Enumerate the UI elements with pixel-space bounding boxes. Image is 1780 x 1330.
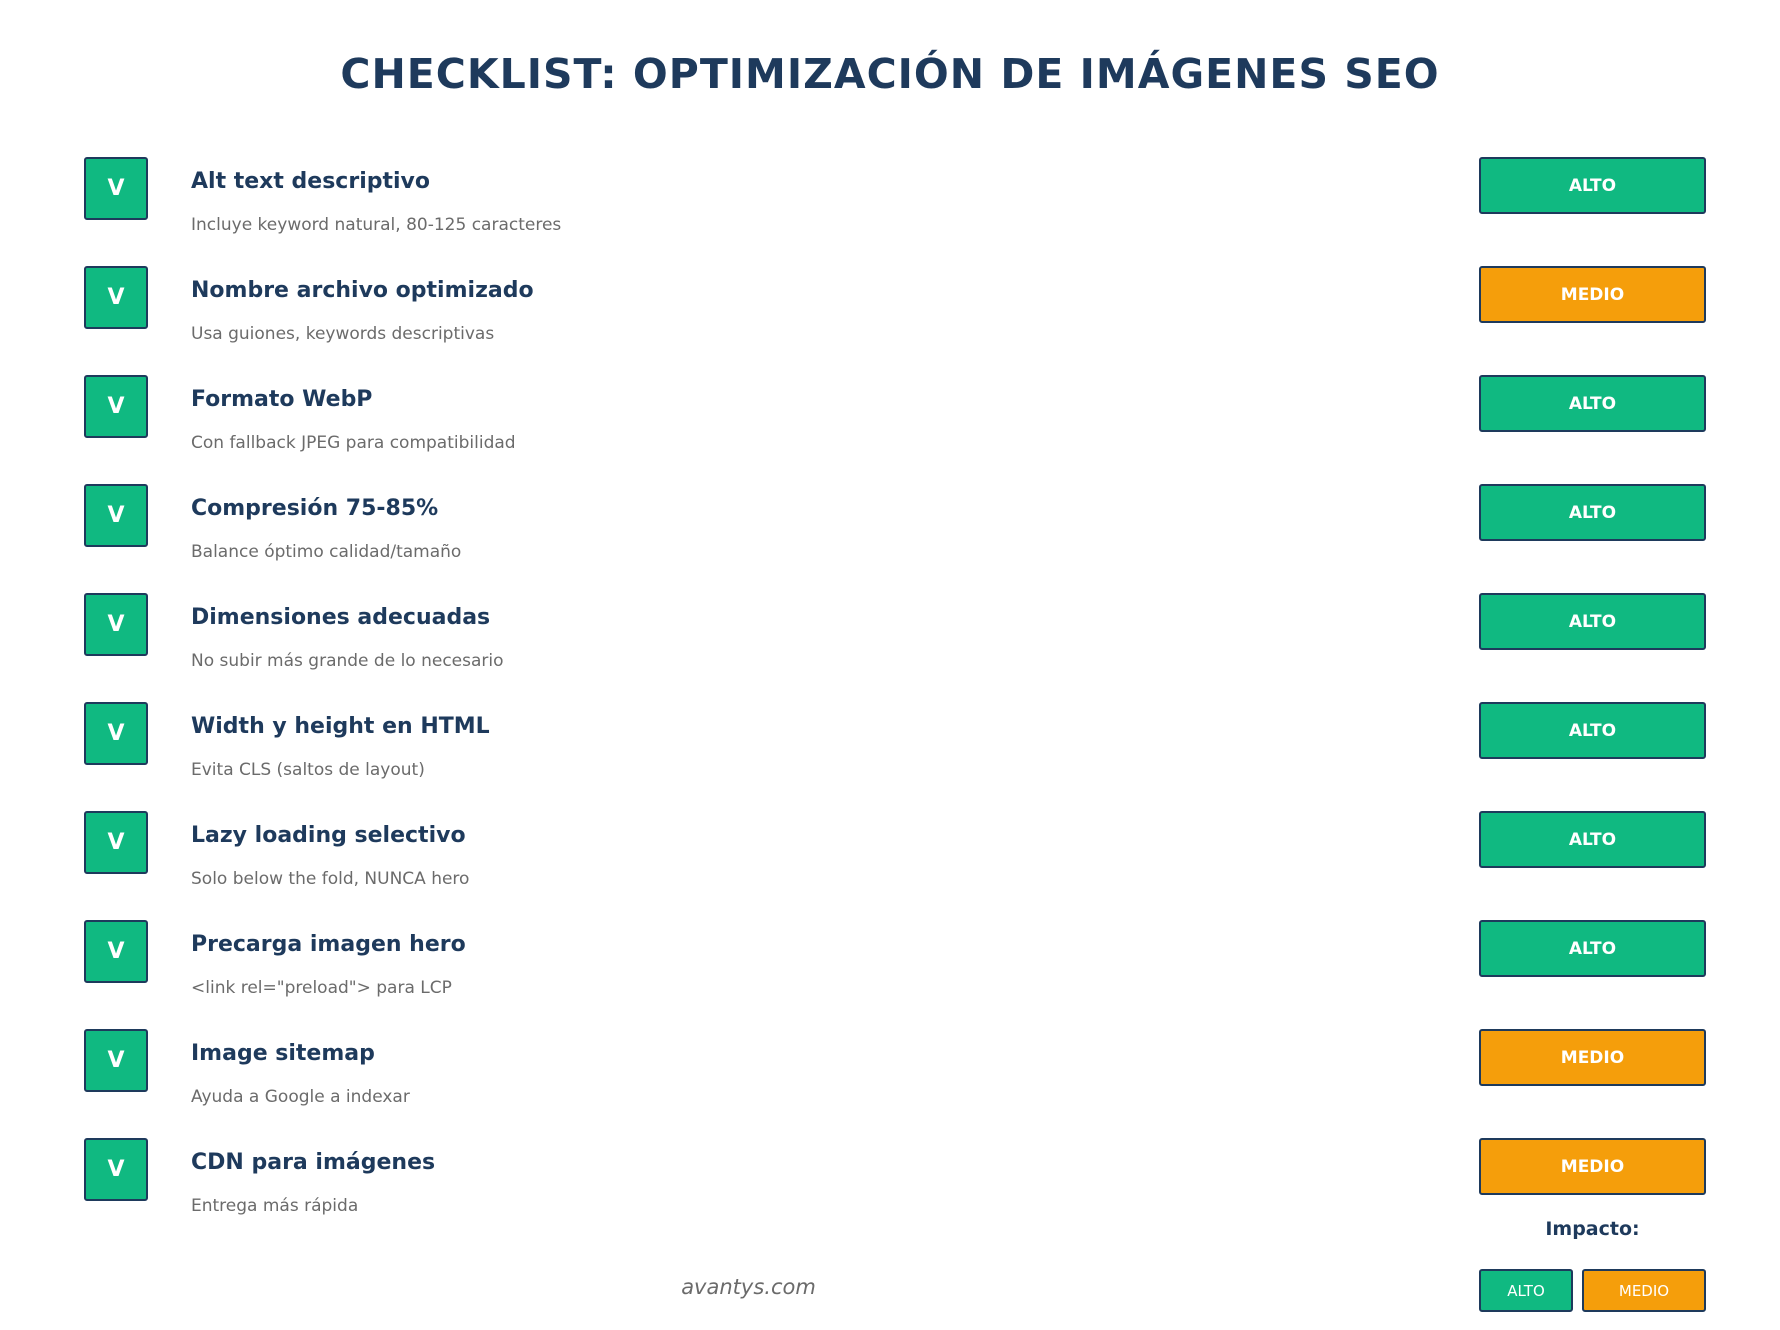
item-title: Compresión 75-85% <box>191 496 439 521</box>
checklist-row: V Nombre archivo optimizado Usa guiones, k… <box>0 266 1780 366</box>
impact-badge: ALTO <box>1479 375 1706 432</box>
checkbox-checked[interactable]: V <box>84 920 148 983</box>
item-description: <link rel="preload"> para LCP <box>191 978 452 998</box>
checklist-row: V Precarga imagen hero <link rel="preload"… <box>0 920 1780 1020</box>
page-title: CHECKLIST: OPTIMIZACIÓN DE IMÁGENES SEO <box>340 50 1440 98</box>
checkbox-checked[interactable]: V <box>84 702 148 765</box>
checklist-row: V Width y height en HTML Evita CLS (saltos… <box>0 702 1780 802</box>
item-description: Solo below the fold, NUNCA hero <box>191 869 470 889</box>
checkbox-checked[interactable]: V <box>84 157 148 220</box>
item-description: Entrega más rápida <box>191 1196 359 1216</box>
checkbox-checked[interactable]: V <box>84 1029 148 1092</box>
legend-alto-badge: ALTO <box>1479 1269 1573 1312</box>
impact-badge: ALTO <box>1479 811 1706 868</box>
impact-badge: ALTO <box>1479 484 1706 541</box>
impact-badge: ALTO <box>1479 593 1706 650</box>
item-title: Precarga imagen hero <box>191 932 466 957</box>
impact-badge: ALTO <box>1479 920 1706 977</box>
item-description: Balance óptimo calidad/tamaño <box>191 542 462 562</box>
checkbox-checked[interactable]: V <box>84 484 148 547</box>
legend-medio-badge: MEDIO <box>1582 1269 1706 1312</box>
item-description: Incluye keyword natural, 80-125 caracter… <box>191 215 562 235</box>
checklist-row: V Formato WebP Con fallback JPEG para comp… <box>0 375 1780 475</box>
item-title: Formato WebP <box>191 387 373 412</box>
impact-badge: ALTO <box>1479 702 1706 759</box>
item-title: Alt text descriptivo <box>191 169 431 194</box>
checklist-row: V CDN para imágenes Entrega más rápida MEDI… <box>0 1138 1780 1238</box>
item-title: Nombre archivo optimizado <box>191 278 534 303</box>
item-title: Image sitemap <box>191 1041 375 1066</box>
checklist-row: V Image sitemap Ayuda a Google a indexar ME… <box>0 1029 1780 1129</box>
checkbox-checked[interactable]: V <box>84 593 148 656</box>
item-title: Dimensiones adecuadas <box>191 605 491 630</box>
item-description: Ayuda a Google a indexar <box>191 1087 410 1107</box>
impact-badge: MEDIO <box>1479 266 1706 323</box>
impact-badge: MEDIO <box>1479 1029 1706 1086</box>
item-description: Evita CLS (saltos de layout) <box>191 760 425 780</box>
checkbox-checked[interactable]: V <box>84 266 148 329</box>
checklist-row: V Lazy loading selectivo Solo below the fo… <box>0 811 1780 911</box>
checkbox-checked[interactable]: V <box>84 811 148 874</box>
item-description: Usa guiones, keywords descriptivas <box>191 324 495 344</box>
item-description: No subir más grande de lo necesario <box>191 651 504 671</box>
legend-title: Impacto: <box>1545 1218 1640 1240</box>
item-title: Lazy loading selectivo <box>191 823 466 848</box>
checkbox-checked[interactable]: V <box>84 375 148 438</box>
checklist-row: V Compresión 75-85% Balance óptimo calidad… <box>0 484 1780 584</box>
footer-site: avantys.com <box>681 1275 816 1299</box>
item-description: Con fallback JPEG para compatibilidad <box>191 433 516 453</box>
item-title: Width y height en HTML <box>191 714 490 739</box>
checklist-row: V Alt text descriptivo Incluye keyword nat… <box>0 157 1780 257</box>
impact-badge: ALTO <box>1479 157 1706 214</box>
checklist-row: V Dimensiones adecuadas No subir más grand… <box>0 593 1780 693</box>
impact-badge: MEDIO <box>1479 1138 1706 1195</box>
item-title: CDN para imágenes <box>191 1150 436 1175</box>
checkbox-checked[interactable]: V <box>84 1138 148 1201</box>
